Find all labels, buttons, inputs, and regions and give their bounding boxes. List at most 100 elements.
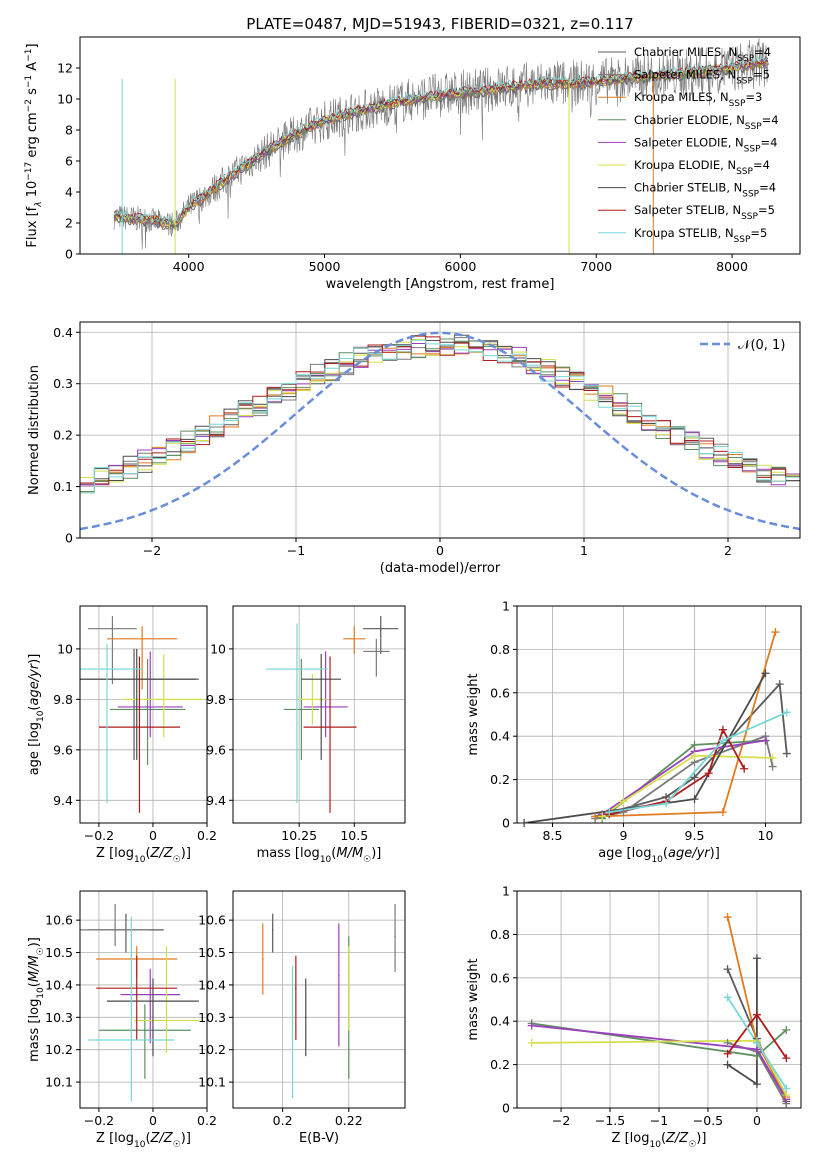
y-tick-label: 10 bbox=[57, 92, 73, 107]
y-tick-label: 0.8 bbox=[490, 642, 510, 657]
data-point bbox=[130, 1039, 133, 1041]
x-tick-label: −0.2 bbox=[84, 828, 114, 843]
mass-weight-marker bbox=[605, 808, 614, 817]
x-tick-label: 2 bbox=[724, 543, 732, 558]
y-tick-label: 9.4 bbox=[206, 793, 226, 808]
data-point bbox=[138, 726, 141, 728]
mass-weight-marker bbox=[718, 736, 727, 745]
legend-label-normal: 𝒩(0, 1) bbox=[738, 338, 785, 353]
y-tick-label: 0.3 bbox=[53, 376, 73, 391]
x-tick-label: −2 bbox=[143, 543, 161, 558]
y-axis-label: Normed distribution bbox=[27, 365, 42, 495]
y-tick-label: 0.2 bbox=[53, 428, 73, 443]
mass-weight-marker bbox=[782, 1084, 791, 1093]
data-point bbox=[144, 1029, 146, 1032]
residuals-panel: −2 −1 0 1 2 0 0.1 0.2 0.3 0.4 (data-model)/error No… bbox=[27, 321, 801, 576]
x-tick-label: 9.5 bbox=[685, 828, 705, 843]
x-tick-label: 0.2 bbox=[273, 1113, 293, 1128]
plot-area bbox=[113, 38, 770, 254]
x-axis-label: (data-model)/error bbox=[380, 561, 501, 576]
mass-weight-marker bbox=[782, 708, 791, 717]
axes-frame bbox=[232, 890, 406, 1109]
mass-weight-marker bbox=[690, 773, 699, 782]
mass-weight-marker bbox=[527, 1021, 536, 1030]
axes-frame bbox=[79, 605, 208, 824]
y-tick-label: 10.2 bbox=[45, 1042, 73, 1057]
y-tick-label: 12 bbox=[57, 61, 73, 76]
data-point bbox=[149, 706, 152, 708]
data-point bbox=[311, 698, 314, 701]
legend-label: Kroupa STELIB, NSSP=5 bbox=[634, 226, 767, 245]
legend-label: Chabrier STELIB, NSSP=4 bbox=[634, 181, 776, 200]
data-point bbox=[295, 987, 297, 989]
mass-weight-marker bbox=[662, 799, 671, 808]
x-tick-label: 1 bbox=[580, 543, 588, 558]
axes-frame bbox=[232, 605, 406, 824]
y-tick-label: 9.4 bbox=[53, 793, 73, 808]
data-point bbox=[106, 668, 108, 670]
data-point bbox=[300, 708, 303, 711]
x-axis-label: Z [log10(Z/Z☉)] bbox=[96, 1131, 191, 1150]
x-tick-label: 0 bbox=[436, 543, 444, 558]
mass-weight-vs-age-panel: 8.5 9 9.5 10 0 0.2 0.4 0.6 0.8 1 age [log10(age/yr… bbox=[466, 599, 802, 865]
x-tick-label: 0 bbox=[149, 1113, 157, 1128]
mass-weight-line bbox=[523, 672, 767, 823]
plot-area bbox=[261, 903, 396, 1099]
mass-weight-marker bbox=[740, 764, 749, 773]
x-tick-label: 9 bbox=[620, 828, 628, 843]
data-point bbox=[324, 706, 327, 708]
data-point bbox=[149, 993, 152, 996]
axes-frame bbox=[79, 36, 801, 255]
mass-weight-marker bbox=[723, 965, 732, 974]
data-point bbox=[379, 627, 382, 630]
x-axis-label: mass [log10(M/M☉)] bbox=[257, 846, 382, 865]
plot-area bbox=[523, 631, 788, 823]
spectrum-model-line bbox=[113, 58, 768, 228]
legend-label: Kroupa ELODIE, NSSP=4 bbox=[634, 158, 770, 177]
mass-weight-marker bbox=[598, 812, 607, 821]
mass-weight-marker bbox=[782, 1025, 791, 1034]
mass-weight-marker bbox=[782, 1054, 791, 1063]
x-tick-label: 5000 bbox=[309, 259, 341, 274]
mass-weight-marker bbox=[723, 1060, 732, 1069]
mass-weight-vs-metallicity-panel: −2 −1.5 −1 −0.5 0 0 0.2 0.4 0.6 0.8 1 Z [log10(Z/Z☉… bbox=[466, 884, 802, 1150]
mass-weight-marker bbox=[752, 954, 761, 963]
x-tick-label: −1 bbox=[287, 543, 305, 558]
y-tick-label: 0.2 bbox=[490, 1057, 510, 1072]
mass-weight-marker bbox=[704, 769, 713, 778]
data-point bbox=[320, 678, 323, 680]
age-vs-metallicity-panel: −0.2 0 0.2 9.4 9.6 9.8 10 Z [log10(Z/Z☉)] age [l… bbox=[27, 605, 217, 865]
x-tick-label: −0.2 bbox=[84, 1113, 114, 1128]
y-tick-label: 6 bbox=[65, 154, 73, 169]
y-tick-label: 10.4 bbox=[45, 977, 73, 992]
plot-area bbox=[266, 616, 399, 813]
y-tick-label: 10.6 bbox=[45, 913, 73, 928]
x-axis-label: E(B-V) bbox=[299, 1131, 339, 1146]
mass-weight-marker bbox=[752, 1010, 761, 1019]
mass-weight-marker bbox=[527, 1038, 536, 1047]
data-point bbox=[111, 627, 114, 630]
y-tick-label: 1 bbox=[502, 599, 510, 614]
y-tick-label: 0.4 bbox=[490, 1014, 510, 1029]
y-tick-label: 10.6 bbox=[198, 913, 226, 928]
axes-frame bbox=[516, 605, 802, 824]
x-tick-label: 10.25 bbox=[281, 828, 317, 843]
y-axis-label: age [log10(age/yr)] bbox=[27, 654, 46, 776]
y-tick-label: 9.8 bbox=[206, 692, 226, 707]
legend-label: Chabrier MILES, NSSP=4 bbox=[634, 45, 771, 64]
data-point bbox=[135, 678, 138, 680]
x-axis-label: age [log10(age/yr)] bbox=[598, 846, 720, 865]
mass-vs-extinction-panel: 0.2 0.22 10.1 10.2 10.3 10.4 10.5 10.6 E(B-V) bbox=[198, 890, 406, 1146]
spectrum-model-line bbox=[113, 57, 769, 225]
legend-label: Salpeter ELODIE, NSSP=4 bbox=[634, 135, 777, 154]
y-tick-label: 0 bbox=[65, 247, 73, 262]
data-point bbox=[152, 1000, 154, 1002]
mass-weight-marker bbox=[619, 797, 628, 806]
mass-weight-marker bbox=[619, 808, 628, 817]
y-tick-label: 0.8 bbox=[490, 927, 510, 942]
mass-weight-marker bbox=[718, 808, 727, 817]
legend-label: Salpeter STELIB, NSSP=5 bbox=[634, 203, 775, 222]
mass-weight-marker bbox=[520, 819, 529, 827]
y-tick-label: 9.6 bbox=[206, 742, 226, 757]
x-tick-label: −0.5 bbox=[693, 1113, 723, 1128]
